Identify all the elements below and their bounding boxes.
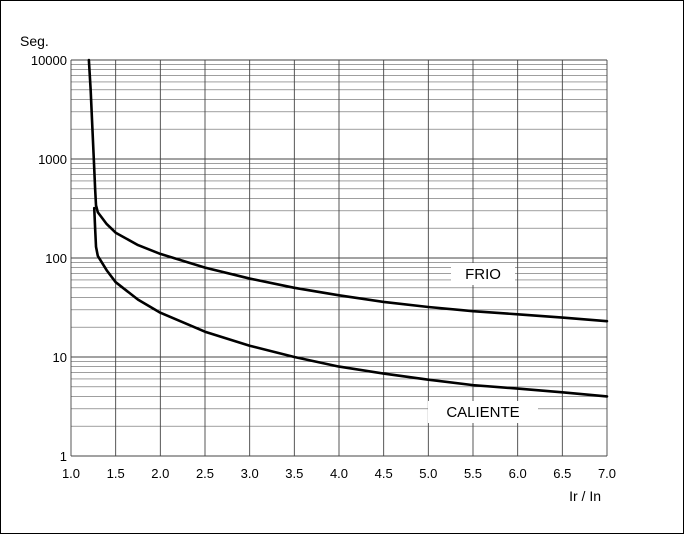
- grid: [70, 59, 608, 457]
- x-tick-label: 5.0: [419, 466, 437, 481]
- curves: [87, 58, 609, 398]
- series-label-caliente-bg: [428, 401, 538, 423]
- x-tick-label: 6.5: [553, 466, 571, 481]
- series-label-frio-bg: [451, 263, 515, 285]
- x-tick-label: 2.0: [151, 466, 169, 481]
- y-tick-label: 10: [53, 350, 67, 365]
- tick-labels: 1.0 1.5 2.0 2.5 3.0 3.5 4.0 4.5 5.0 5.5 6.0 6.5 7.0 1…: [31, 53, 616, 481]
- x-tick-label: 2.5: [196, 466, 214, 481]
- x-tick-label: 1.0: [62, 466, 80, 481]
- y-axis-label: Seg.: [20, 33, 49, 49]
- x-tick-label: 4.0: [330, 466, 348, 481]
- x-tick-label: 1.5: [107, 466, 125, 481]
- x-tick-label: 5.5: [464, 466, 482, 481]
- x-axis-label: Ir / In: [569, 488, 601, 504]
- x-tick-label: 3.5: [285, 466, 303, 481]
- y-tick-label: 10000: [31, 53, 67, 68]
- y-tick-label: 1000: [38, 152, 67, 167]
- x-tick-label: 4.5: [375, 466, 393, 481]
- series-label-frio: FRIO: [465, 266, 501, 283]
- y-tick-label: 100: [45, 251, 67, 266]
- series-label-caliente: CALIENTE: [446, 404, 519, 421]
- y-tick-label: 1: [60, 449, 67, 464]
- x-tick-label: 3.0: [241, 466, 259, 481]
- series-line-caliente: [92, 206, 609, 398]
- x-tick-label: 7.0: [598, 466, 616, 481]
- series-line-frio: [87, 58, 609, 323]
- x-tick-label: 6.0: [509, 466, 527, 481]
